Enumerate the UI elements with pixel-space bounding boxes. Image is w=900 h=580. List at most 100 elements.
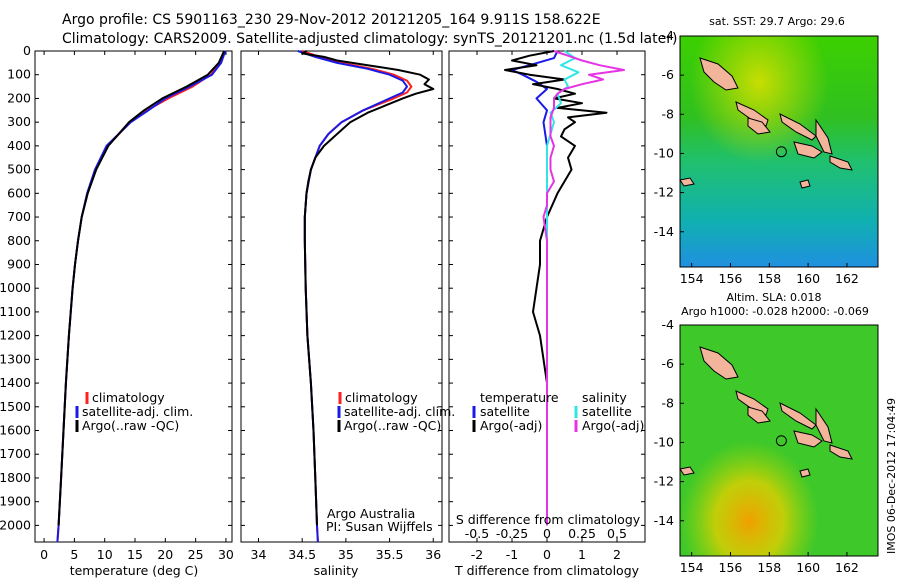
legend-title-salinity: salinity [582, 390, 627, 405]
map-x-tick-label: 160 [796, 560, 820, 575]
map-x-tick-label: 162 [835, 271, 859, 286]
x-tick-label: 0 [543, 547, 551, 562]
y-tick-label: 900 [7, 256, 31, 271]
y-tick-label: 1600 [0, 423, 31, 438]
difference-x-label: T difference from climatology [454, 563, 640, 578]
island-guadalcanal [793, 430, 823, 448]
legend-label-t-satellite: satellite [480, 404, 530, 419]
legend-label-t-argo: Argo(-adj) [480, 418, 542, 433]
x-tick-label: 34.5 [288, 547, 316, 562]
y-tick-label: 1400 [0, 375, 31, 390]
island-bougainville [699, 346, 739, 380]
x-tick-label: 5 [70, 547, 78, 562]
island-bougainville [699, 57, 739, 91]
series-t-argo [504, 50, 608, 526]
map-x-tick-label: 156 [719, 271, 743, 286]
map-y-tick-label: -6 [662, 67, 675, 82]
map-y-tick-label: -12 [654, 185, 674, 200]
salinity-plot: 34 34.5 35 35.5 36 [241, 50, 442, 562]
x-tick-label: 0 [40, 547, 48, 562]
map-x-tick-label: 156 [719, 560, 743, 575]
sst-map: sat. SST: 29.7 Argo: 29.6 154 156 158 160 16… [654, 15, 879, 286]
x-tick-label: 35.5 [376, 547, 404, 562]
series-satellite-adj-clim [56, 50, 227, 543]
s-tick-label: -0.25 [496, 526, 528, 541]
y-tick-label: 2000 [0, 517, 31, 532]
sla-map-title-line1: Altim. SLA: 0.018 [726, 291, 821, 304]
sla-map-ticks: 154 156 158 160 162 -14 -12 -10 -8 -6 -4 [654, 317, 859, 575]
map-y-tick-label: -8 [662, 106, 675, 121]
legend-label-argo: Argo(..raw -QC) [344, 418, 441, 433]
island-small-east [799, 468, 811, 478]
island-choiseul [735, 101, 769, 127]
sla-map-frame [679, 324, 879, 557]
map-x-tick-label: 154 [680, 560, 704, 575]
sla-map-title-line2: Argo h1000: -0.028 h2000: -0.069 [681, 305, 869, 318]
legend-label-s-satellite: satellite [582, 404, 632, 419]
map-y-tick-label: -4 [662, 28, 675, 43]
legend-title-temperature: temperature [480, 390, 559, 405]
temperature-legend: climatology satellite-adj. clim. Argo(..… [75, 390, 193, 433]
map-y-tick-label: -14 [654, 224, 674, 239]
island-new-georgia [747, 117, 771, 135]
credits-line2: PI: Susan Wijffels [326, 519, 433, 534]
x-tick-label: 30 [218, 547, 234, 562]
x-tick-label: 25 [188, 547, 204, 562]
series-argo-raw-qc [57, 50, 226, 526]
sla-map-argo-marker [775, 435, 787, 447]
island-makira [829, 155, 853, 171]
y-tick-label: 1700 [0, 446, 31, 461]
legend-label-climatology: climatology [92, 390, 165, 405]
series-s-argo [542, 50, 625, 526]
y-tick-label: 1300 [0, 351, 31, 366]
map-x-tick-label: 162 [835, 560, 859, 575]
y-tick-label: 1200 [0, 328, 31, 343]
legend-label-satellite: satellite-adj. clim. [344, 404, 455, 419]
legend-label-s-argo: Argo(-adj) [582, 418, 644, 433]
y-tick-label: 700 [7, 209, 31, 224]
y-tick-label: 1000 [0, 280, 31, 295]
island-guadalcanal [793, 141, 823, 159]
map-x-tick-label: 158 [757, 271, 781, 286]
map-y-tick-label: -12 [654, 474, 674, 489]
y-tick-label: 500 [7, 162, 31, 177]
y-tick-label: 600 [7, 185, 31, 200]
imos-timestamp: IMOS 06-Dec-2012 17:04:49 [885, 398, 898, 554]
y-tick-label: 1100 [0, 304, 31, 319]
sst-map-argo-marker [775, 146, 787, 158]
s-tick-label: -0.5 [465, 526, 489, 541]
map-y-tick-label: -10 [654, 145, 674, 160]
difference-plot: -2 -1 0 1 2 -0.5 -0.25 0 0.25 0.5 [449, 50, 645, 562]
y-tick-label: 800 [7, 233, 31, 248]
legend-label-argo: Argo(..raw -QC) [82, 418, 179, 433]
x-tick-label: 2 [613, 547, 621, 562]
map-y-tick-label: -14 [654, 513, 674, 528]
island-small-west [679, 177, 695, 187]
temperature-panel-frame [34, 50, 233, 543]
y-tick-label: 200 [7, 90, 31, 105]
island-malaita [815, 118, 833, 155]
y-tick-label: 400 [7, 138, 31, 153]
y-tick-label: 1500 [0, 399, 31, 414]
map-y-tick-label: -8 [662, 395, 675, 410]
sst-map-title: sat. SST: 29.7 Argo: 29.6 [709, 15, 845, 28]
y-tick-label: 1800 [0, 470, 31, 485]
x-tick-label: -2 [471, 547, 483, 562]
credits-line1: Argo Australia [327, 506, 415, 521]
map-y-tick-label: -10 [654, 434, 674, 449]
series-climatology [301, 50, 413, 543]
island-santa-isabel [779, 402, 817, 430]
s-tick-label: 0.25 [568, 526, 596, 541]
map-y-tick-label: -4 [662, 317, 675, 332]
series-climatology [56, 50, 226, 543]
salinity-panel-frame [240, 50, 443, 543]
map-x-tick-label: 154 [680, 271, 704, 286]
island-malaita [815, 407, 833, 444]
figure-title-line1: Argo profile: CS 5901163_230 29-Nov-2012… [62, 12, 601, 28]
x-tick-label: 34 [251, 547, 267, 562]
y-tick-label: 100 [7, 67, 31, 82]
temperature-x-label: temperature (deg C) [70, 563, 199, 578]
y-tick-label: 0 [23, 43, 31, 58]
x-tick-label: 15 [127, 547, 143, 562]
x-tick-label: 35 [338, 547, 354, 562]
